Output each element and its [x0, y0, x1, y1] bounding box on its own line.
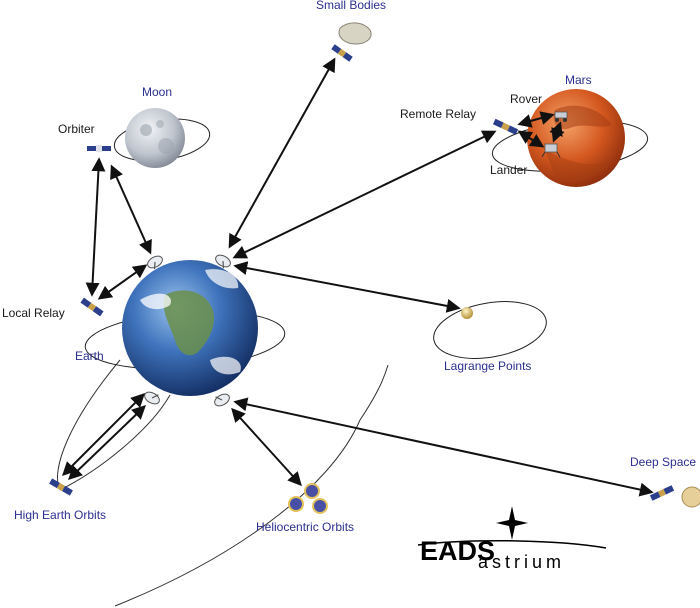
satellite-core: [56, 482, 66, 492]
earth-cloud: [210, 356, 241, 375]
link-orbiter-local-relay: [85, 157, 106, 297]
satellite-panel: [102, 146, 111, 151]
link-earth-mars: [232, 130, 497, 259]
satellite-panel: [507, 125, 519, 135]
deep-space-satellite-icon: [649, 485, 675, 501]
satellite-panel: [331, 44, 342, 54]
heliocentric-craft: [288, 496, 304, 512]
link-earth-deep-space: [233, 397, 654, 497]
dish-icon: [215, 254, 231, 269]
satellite-panel: [62, 485, 73, 496]
logo-swoosh: [417, 539, 607, 549]
rover-wheel: [555, 118, 559, 122]
link-dish-local-relay: [97, 264, 148, 300]
link-earth-heliocentric: [231, 407, 302, 487]
orbiter-satellite-icon: [87, 145, 111, 152]
moon-body: [125, 108, 185, 168]
label-heliocentric-orbits: Heliocentric Orbits: [256, 520, 354, 534]
dish-icon: [147, 255, 163, 270]
satellite-panel: [342, 52, 353, 62]
moon-crater: [156, 120, 164, 128]
logo-star-icon: [496, 506, 528, 540]
label-deep-space: Deep Space: [630, 455, 696, 469]
asteroid: [338, 22, 372, 45]
lagrange-spacecraft: [461, 307, 473, 319]
label-lander: Lander: [490, 163, 527, 177]
satellite-core: [337, 48, 347, 58]
mars-terrain: [553, 105, 612, 130]
satellite-panel: [649, 491, 661, 501]
label-small-bodies: Small Bodies: [316, 0, 386, 12]
lander-legs: [541, 151, 561, 158]
heliocentric-craft: [304, 483, 320, 499]
communication-links: [62, 57, 654, 497]
label-earth: Earth: [75, 349, 104, 363]
satellite-panel: [87, 146, 96, 151]
link-relay-lander: [517, 130, 545, 148]
asteroid-body: [338, 22, 372, 45]
link-earth-local-relay-lower: [62, 393, 145, 476]
rover-wheel: [563, 118, 567, 122]
eads-astrium-logo: EADS astrium: [417, 506, 607, 572]
satellite-panel: [663, 485, 675, 495]
dish-feed: [215, 396, 223, 401]
link-dish-moon: [110, 164, 152, 255]
label-moon: Moon: [142, 85, 172, 99]
logo-brand: EADS: [420, 536, 495, 566]
lander-icon: [541, 143, 561, 158]
lagrange-orbit: [433, 301, 547, 359]
lander-body: [544, 143, 558, 153]
label-rover: Rover: [510, 92, 542, 106]
rover-body: [554, 111, 568, 119]
dish-feed: [222, 260, 225, 269]
moon: [113, 108, 211, 168]
satellite-core: [658, 489, 666, 497]
moon-crater: [140, 124, 152, 136]
lagrange-point: [433, 301, 547, 359]
earth-cloud: [140, 293, 171, 310]
link-earth-lagrange: [233, 261, 461, 313]
rover-icon: [554, 111, 568, 122]
link-earth-small-bodies: [228, 57, 336, 249]
label-high-earth-orbits: High Earth Orbits: [14, 508, 106, 522]
earth: [84, 260, 286, 396]
dish-icon: [214, 393, 230, 407]
dish-icon: [144, 391, 160, 405]
moon-crater: [158, 138, 174, 154]
satellite-icon: [331, 44, 353, 62]
link-relay-rover: [517, 111, 555, 128]
label-mars: Mars: [565, 73, 592, 87]
satellite-panel: [80, 297, 92, 308]
label-local-relay: Local Relay: [2, 306, 65, 320]
local-relay-satellite-icon: [80, 297, 104, 317]
high-earth-orbit-satellite-icon: [49, 478, 73, 496]
satellite-panel: [492, 118, 504, 129]
satellite-core: [87, 302, 97, 312]
satellite-core: [501, 122, 510, 131]
link-rover-lander: [549, 121, 565, 143]
mars-terrain: [545, 150, 610, 180]
satellite-core: [96, 145, 102, 152]
dish-feed: [153, 261, 156, 270]
heliocentric-spacecraft: [288, 483, 328, 514]
heliocentric-craft: [312, 498, 328, 514]
label-lagrange-points: Lagrange Points: [444, 359, 531, 373]
label-remote-relay: Remote Relay: [400, 107, 476, 121]
label-orbiter: Orbiter: [58, 122, 95, 136]
earth-continent: [163, 290, 215, 356]
link-earth-high-orbit: [67, 405, 147, 480]
remote-relay-satellite-icon: [492, 118, 519, 135]
satellite-panel: [92, 306, 104, 317]
high-orbit-arc: [59, 394, 171, 491]
dish-feed: [151, 394, 159, 399]
earth-cloud: [205, 269, 239, 289]
satellite-panel: [49, 478, 60, 489]
deep-space-planet: [681, 486, 700, 508]
logo-sub: astrium: [478, 552, 565, 572]
